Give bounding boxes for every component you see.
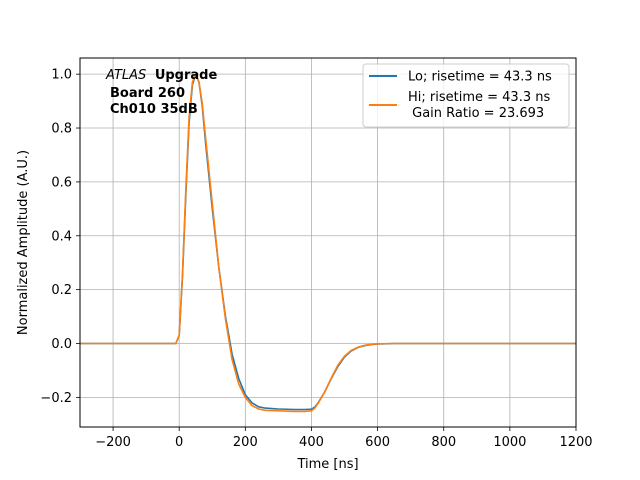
legend-entry-hi-line: Gain Ratio = 23.693 [408, 106, 544, 121]
legend-entry-hi: Hi; risetime = 43.3 ns Gain Ratio = 23.6… [408, 90, 550, 121]
legend-entry-hi-line: Hi; risetime = 43.3 ns [408, 90, 550, 105]
x-axis-label: Time [ns] [296, 457, 358, 472]
x-tick-label: 400 [299, 435, 324, 450]
plot-frame [79, 57, 577, 428]
y-tick-label: 0.2 [51, 283, 72, 298]
x-axis-ticks: −200 0 200 400 600 800 1000 1200 [95, 427, 593, 450]
annotation: ATLAS Upgrade Board 260 Ch010 35dB [105, 68, 217, 117]
annotation-line-2: Board 260 [110, 86, 185, 101]
y-tick-label: 0.6 [51, 175, 72, 190]
annotation-atlas: ATLAS [105, 68, 146, 83]
legend: Lo; risetime = 43.3 ns Hi; risetime = 43… [362, 63, 570, 128]
series-layer [80, 73, 576, 413]
y-tick-label: 0.0 [51, 337, 72, 352]
y-tick-label: −0.2 [40, 391, 72, 406]
x-tick-label: −200 [95, 435, 131, 450]
y-axis-ticks: −0.2 0.0 0.2 0.4 0.6 0.8 1.0 [40, 68, 80, 406]
legend-box [362, 63, 570, 128]
x-tick-label: 200 [233, 435, 258, 450]
annotation-line-1: ATLAS Upgrade [105, 68, 217, 83]
annotation-line-3: Ch010 35dB [110, 102, 198, 117]
y-axis-label: Normalized Amplitude (A.U.) [16, 150, 31, 335]
x-tick-label: 600 [365, 435, 390, 450]
y-tick-label: 0.4 [51, 229, 72, 244]
x-tick-label: 1200 [559, 435, 592, 450]
y-tick-label: 0.8 [51, 122, 72, 137]
x-tick-label: 800 [431, 435, 456, 450]
y-tick-label: 1.0 [51, 68, 72, 83]
series-line-hi [80, 73, 576, 413]
x-tick-label: 1000 [493, 435, 526, 450]
legend-entry-lo: Lo; risetime = 43.3 ns [408, 70, 552, 85]
x-tick-label: 0 [175, 435, 183, 450]
annotation-upgrade: Upgrade [155, 68, 218, 83]
